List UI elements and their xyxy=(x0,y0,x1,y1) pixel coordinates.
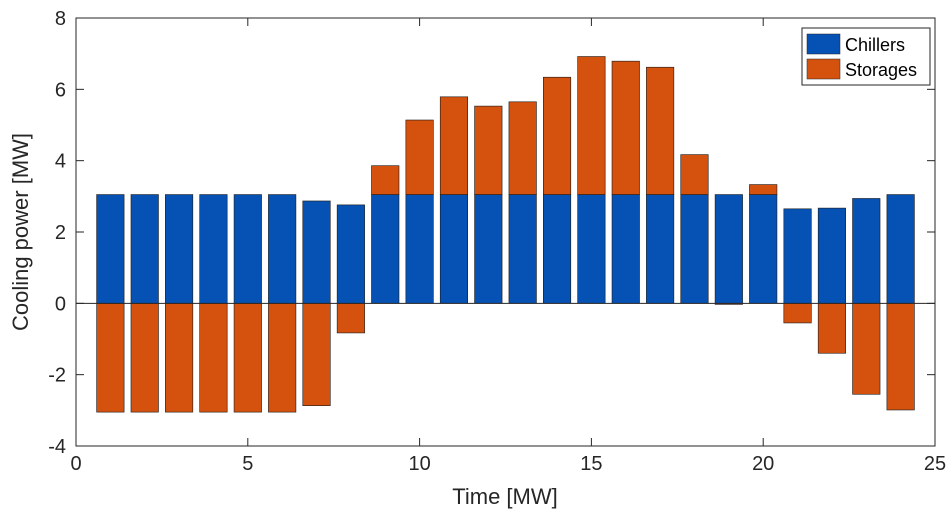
bar-storages-18 xyxy=(680,154,709,195)
legend-swatch-storages xyxy=(806,58,841,80)
bar-chillers-23 xyxy=(852,198,881,304)
bar-chillers-5 xyxy=(233,194,262,304)
bar-chillers-21 xyxy=(783,208,812,304)
bar-storages-7 xyxy=(302,303,331,406)
bar-chillers-15 xyxy=(577,194,606,304)
bar-storages-21 xyxy=(783,303,812,324)
legend-label-chillers: Chillers xyxy=(845,35,905,55)
bar-chillers-6 xyxy=(268,194,297,304)
y-tick-label: 6 xyxy=(55,79,66,101)
bars-layer xyxy=(96,56,915,413)
bar-storages-22 xyxy=(817,303,846,354)
bar-chillers-14 xyxy=(542,194,572,304)
y-tick-label: 0 xyxy=(55,293,66,315)
x-tick-label: 10 xyxy=(408,453,430,475)
bar-chillers-17 xyxy=(646,194,675,304)
bar-chillers-8 xyxy=(336,204,365,304)
ticks-layer: 0 5 10 15 20 25 -4 -2 0 2 4 6 8 xyxy=(48,8,946,475)
bar-storages-17 xyxy=(646,66,675,195)
bar-storages-4 xyxy=(199,303,228,413)
bar-storages-2 xyxy=(130,303,159,413)
bar-storages-15 xyxy=(577,56,606,195)
x-tick-label: 15 xyxy=(580,453,602,475)
bar-chillers-9 xyxy=(371,194,400,304)
x-axis-label: Time [MW] xyxy=(452,484,558,509)
bar-storages-16 xyxy=(611,60,640,195)
bar-chillers-16 xyxy=(611,194,640,304)
y-tick-label: 8 xyxy=(55,8,66,30)
bar-chillers-10 xyxy=(405,194,434,304)
bar-storages-11 xyxy=(439,96,469,195)
x-tick-label: 0 xyxy=(70,453,81,475)
y-tick-label: -4 xyxy=(48,436,66,458)
bar-storages-6 xyxy=(268,303,297,413)
y-tick-label: 4 xyxy=(55,151,66,173)
legend: Chillers Storages xyxy=(801,27,931,86)
bar-storages-14 xyxy=(542,76,572,195)
bar-storages-1 xyxy=(96,303,125,413)
bar-chillers-7 xyxy=(302,200,331,304)
bar-chillers-3 xyxy=(165,194,194,304)
bar-chillers-20 xyxy=(749,194,778,304)
bar-chillers-4 xyxy=(199,194,228,304)
bar-chillers-1 xyxy=(96,194,125,304)
bar-chillers-13 xyxy=(508,194,537,304)
bar-storages-24 xyxy=(886,303,915,411)
x-tick-label: 25 xyxy=(924,453,946,475)
bar-chillers-18 xyxy=(680,194,709,304)
legend-swatch-chillers xyxy=(806,33,841,55)
bar-storages-23 xyxy=(852,303,881,395)
y-axis-label: Cooling power [MW] xyxy=(8,133,33,331)
legend-label-storages: Storages xyxy=(845,60,917,80)
bar-chillers-19 xyxy=(714,194,743,304)
bar-storages-13 xyxy=(508,101,537,195)
bar-chillers-24 xyxy=(886,194,915,304)
x-tick-label: 20 xyxy=(752,453,774,475)
x-tick-label: 5 xyxy=(242,453,253,475)
bar-chillers-22 xyxy=(817,207,846,304)
bar-chillers-2 xyxy=(130,194,159,304)
bar-storages-3 xyxy=(165,303,194,413)
bar-chillers-11 xyxy=(439,194,469,304)
bar-chillers-12 xyxy=(474,194,503,304)
bar-storages-10 xyxy=(405,119,434,195)
bar-storages-20 xyxy=(749,184,778,195)
bar-storages-12 xyxy=(474,105,503,195)
y-tick-label: -2 xyxy=(48,365,66,387)
bar-storages-8 xyxy=(336,303,365,334)
bar-storages-5 xyxy=(233,303,262,413)
y-tick-label: 2 xyxy=(55,222,66,244)
bar-storages-9 xyxy=(371,165,400,195)
